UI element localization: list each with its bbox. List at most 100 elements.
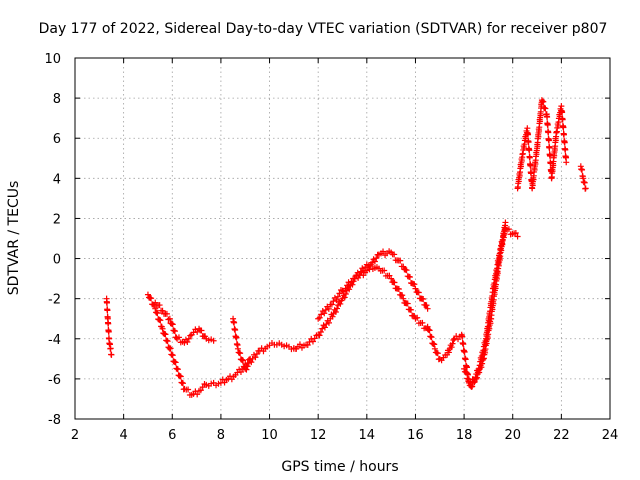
data-point [296, 341, 303, 348]
data-point [252, 354, 259, 361]
data-point [325, 319, 332, 326]
data-point [357, 268, 364, 275]
data-point [415, 289, 422, 296]
data-point [253, 351, 260, 358]
data-point [347, 281, 354, 288]
data-point [177, 373, 184, 380]
data-point [366, 266, 373, 273]
data-point [332, 309, 339, 316]
data-point [371, 258, 378, 265]
x-tick-label: 24 [602, 428, 619, 443]
data-point [164, 338, 171, 345]
x-tick-label: 14 [359, 428, 376, 443]
data-point [474, 369, 481, 376]
data-point [344, 282, 351, 289]
data-point [240, 357, 247, 364]
data-point [243, 366, 250, 373]
y-tick-label: 2 [53, 212, 61, 227]
data-point [315, 331, 322, 338]
x-tick-label: 16 [407, 428, 424, 443]
data-point [423, 302, 430, 309]
data-point [351, 275, 358, 282]
x-tick-label: 2 [71, 428, 79, 443]
data-point [514, 233, 521, 240]
data-point [321, 310, 328, 317]
data-point [445, 349, 452, 356]
data-point [234, 369, 241, 376]
data-point [400, 295, 407, 302]
data-point [244, 363, 251, 370]
x-tick-label: 6 [168, 428, 176, 443]
data-point [104, 307, 111, 314]
data-point [428, 334, 435, 341]
data-point [330, 298, 337, 305]
data-point [449, 340, 456, 347]
data-point [194, 328, 201, 335]
data-point [367, 263, 374, 270]
data-point [197, 387, 204, 394]
data-point [544, 113, 551, 120]
data-point [505, 226, 512, 233]
y-tick-label: 8 [53, 92, 61, 107]
data-point [582, 185, 589, 192]
data-point [337, 300, 344, 307]
data-point [397, 257, 404, 264]
data-point [333, 305, 340, 312]
data-point [174, 366, 181, 373]
data-point [388, 275, 395, 282]
data-point [546, 144, 553, 151]
y-axis-title: SDTVAR / TECUs [6, 181, 22, 296]
data-point [185, 386, 192, 393]
data-point [395, 285, 402, 292]
data-point [104, 299, 111, 306]
data-point [157, 317, 164, 324]
data-point [411, 281, 418, 288]
data-point [159, 325, 166, 332]
data-point [248, 359, 255, 366]
y-tick-label: -2 [48, 293, 61, 308]
data-point [563, 159, 570, 166]
data-point [462, 356, 469, 363]
data-point [184, 338, 191, 345]
data-point [322, 306, 329, 313]
data-point [328, 301, 335, 308]
data-point [108, 351, 115, 358]
data-point [232, 327, 239, 334]
data-point [424, 323, 431, 330]
chart-title: Day 177 of 2022, Sidereal Day-to-day VTE… [39, 21, 608, 37]
data-point [391, 279, 398, 286]
data-point [237, 350, 244, 357]
data-point [560, 124, 567, 131]
data-point [321, 324, 328, 331]
data-point [420, 295, 427, 302]
data-point [329, 313, 336, 320]
data-point [544, 122, 551, 129]
data-point [448, 344, 455, 351]
data-point [560, 131, 567, 138]
data-point [526, 154, 533, 161]
data-points [103, 97, 589, 399]
data-point [400, 263, 407, 270]
data-point [381, 267, 388, 274]
data-point [319, 325, 326, 332]
data-point [181, 339, 188, 346]
data-point [404, 300, 411, 307]
y-tick-label: -6 [48, 373, 61, 388]
data-point [561, 139, 568, 146]
data-point [540, 98, 547, 105]
data-point [542, 105, 549, 112]
data-point [162, 331, 169, 338]
data-point [472, 374, 479, 381]
data-point [311, 335, 318, 342]
data-point [373, 255, 380, 262]
data-point [167, 345, 174, 352]
data-point [317, 329, 324, 336]
data-point [460, 341, 467, 348]
data-point [237, 368, 244, 375]
data-point [431, 341, 438, 348]
y-tick-label: 6 [53, 132, 61, 147]
data-point [233, 334, 240, 341]
data-point [469, 383, 476, 390]
y-tick-label: 4 [53, 172, 61, 187]
